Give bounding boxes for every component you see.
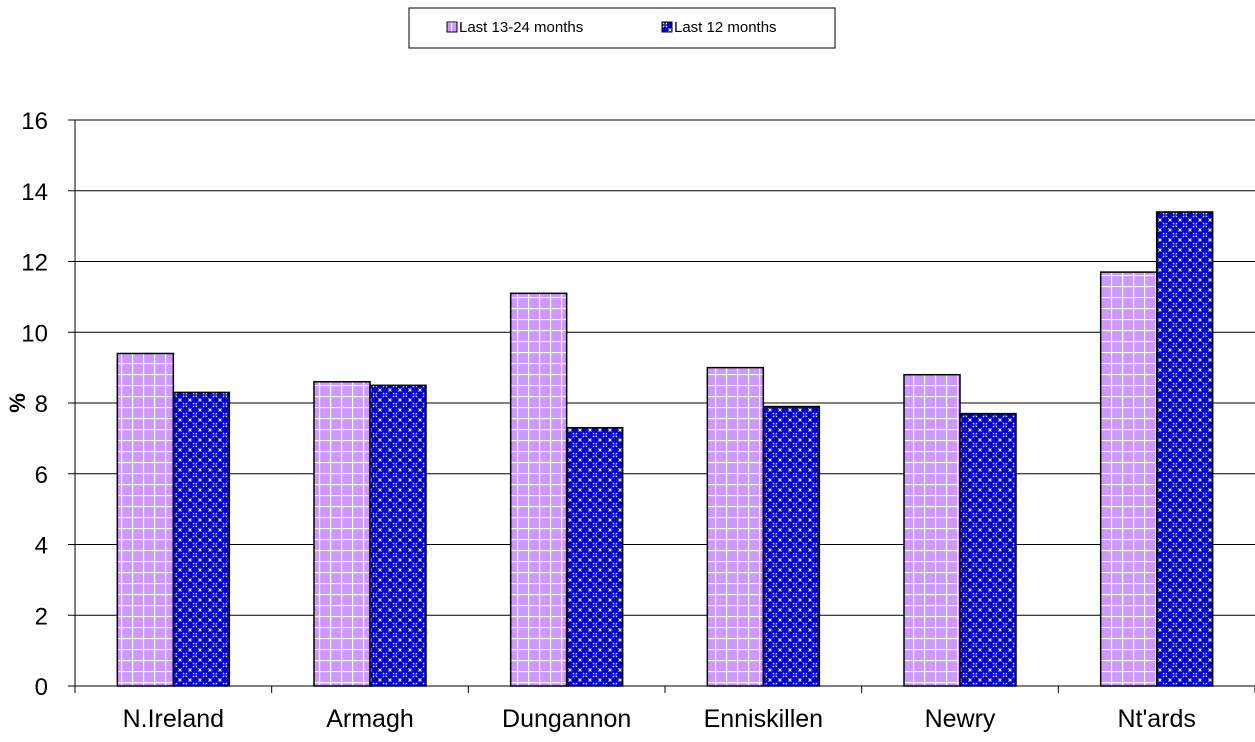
y-tick-label: 14 (21, 179, 48, 206)
legend-swatch-series-1 (446, 21, 458, 33)
y-tick-label: 10 (21, 320, 48, 347)
bar-last-12-months (172, 391, 231, 687)
y-tick-label: 0 (35, 674, 48, 701)
bar-last-13-24-months (903, 373, 961, 687)
x-category-label: Nt'ards (1117, 705, 1195, 733)
x-category-label: Armagh (326, 705, 414, 733)
y-tick-label: 6 (35, 462, 48, 489)
y-tick-label: 2 (35, 603, 48, 630)
bar-last-13-24-months (509, 292, 568, 687)
x-category-label: Newry (925, 705, 996, 733)
x-category-label: N.Ireland (123, 705, 224, 733)
legend: Last 13-24 months Last 12 months (408, 7, 836, 49)
bar-last-12-months (959, 412, 1017, 687)
y-tick-label: 4 (35, 533, 48, 560)
legend-box (408, 7, 836, 49)
y-tick-label: 8 (35, 391, 48, 418)
bar-last-13-24-months (116, 352, 175, 687)
legend-label-series-1: Last 13-24 months (459, 19, 583, 36)
bar-last-12-months (369, 384, 427, 687)
legend-label-series-2: Last 12 months (674, 19, 777, 36)
y-axis-title: % (5, 393, 30, 413)
y-tick-label: 12 (21, 250, 48, 277)
bar-last-12-months (762, 405, 821, 687)
y-tick-label: 16 (21, 108, 48, 135)
bar-last-12-months (1155, 211, 1214, 687)
bar-last-13-24-months (1099, 271, 1158, 687)
x-category-label: Dungannon (502, 705, 631, 733)
legend-swatch-series-2 (661, 21, 673, 33)
bar-last-12-months (565, 427, 624, 687)
bar-last-13-24-months (706, 366, 765, 687)
plot-area: 0 2 4 6 8 10 12 14 16 N.Ireland Armagh Dungannon Enn… (21, 108, 1255, 733)
x-category-label: Enniskillen (704, 705, 824, 733)
bar-last-13-24-months (313, 381, 371, 687)
